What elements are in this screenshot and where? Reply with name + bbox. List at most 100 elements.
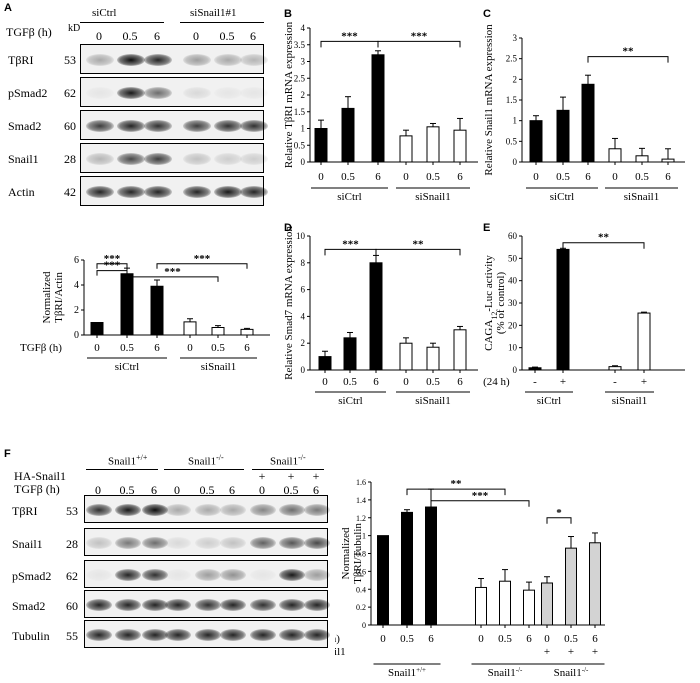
panel-b-letter: B <box>284 8 292 20</box>
time-label: 6 <box>154 29 160 43</box>
group-label-wt: Snail1+/+ <box>108 453 148 468</box>
group-label-text: siCtrl <box>115 361 139 373</box>
y-tick-label: 1.5 <box>506 95 518 105</box>
bar <box>426 346 440 371</box>
x-category-label: 0.5 <box>120 342 134 354</box>
y-label-subscript: 12 <box>490 312 499 320</box>
blot-strip <box>84 495 330 523</box>
significance-label: *** <box>194 253 211 265</box>
y-tick-label: 0 <box>301 365 306 375</box>
band <box>165 599 191 611</box>
significance-label: ** <box>413 238 425 250</box>
group-underline <box>252 469 324 470</box>
group-label: siSnail1 <box>612 395 647 407</box>
bar <box>120 273 134 336</box>
x-category-label: + <box>560 376 566 388</box>
y-tick-label: 50 <box>508 253 518 263</box>
significance-bracket <box>406 488 506 496</box>
time-label: 6 <box>151 483 157 497</box>
group-underline <box>180 22 264 23</box>
time-label: 0 <box>96 29 102 43</box>
band <box>144 186 172 198</box>
x-category-label: 6 <box>457 171 463 183</box>
blot-strip <box>80 143 268 173</box>
band <box>220 629 246 641</box>
ha-plus-mark: + <box>312 469 320 483</box>
bar <box>635 155 649 163</box>
x-category-label: 6 <box>665 171 671 183</box>
band <box>250 629 276 641</box>
x-category-label: 0 <box>380 633 386 645</box>
y-tick-label: 0 <box>301 157 306 167</box>
x-category-label: 0 <box>94 342 100 354</box>
blot-strip <box>84 528 330 556</box>
band <box>304 599 330 611</box>
panel-c-letter: C <box>483 8 491 20</box>
band <box>220 569 246 581</box>
y-tick-label: 2 <box>74 305 79 316</box>
band <box>304 537 330 549</box>
y-tick-label: 20 <box>508 320 518 330</box>
significance-label: ** <box>598 232 610 244</box>
group-label-sup: -/- <box>582 666 589 674</box>
band <box>183 54 211 66</box>
bar <box>453 129 467 163</box>
band <box>165 504 191 516</box>
bar <box>369 262 383 371</box>
significance-label: *** <box>341 30 358 42</box>
group-label-text: Snail1 <box>554 667 582 679</box>
group-label: siSnail1 <box>624 191 659 203</box>
blot-label-tubulin: Tubulin <box>12 629 50 643</box>
y-tick-label: 60 <box>508 231 518 241</box>
treatment-label: TGFβ (h) <box>14 482 60 496</box>
y-tick-label: 6 <box>74 255 79 266</box>
y-tick-label: 1 <box>513 116 518 126</box>
band <box>144 120 172 132</box>
significance-label: *** <box>164 266 181 278</box>
significance-label: *** <box>104 260 121 272</box>
bar <box>541 582 553 626</box>
significance-label: *** <box>104 253 121 265</box>
x-category-label: 6 <box>526 633 532 645</box>
y-axis-label: TβRI/Tubulin <box>352 523 364 584</box>
band <box>86 87 114 99</box>
band <box>117 153 145 165</box>
bar <box>399 342 413 371</box>
y-axis-label: (% of control) <box>495 272 507 335</box>
band <box>250 599 276 611</box>
time-label: 6 <box>313 483 319 497</box>
band <box>115 569 141 581</box>
y-label-part: -Luc activity <box>483 255 495 312</box>
y-tick-label: 40 <box>508 276 518 286</box>
band <box>240 87 268 99</box>
band <box>86 153 114 165</box>
y-tick-label: 2.5 <box>506 54 518 64</box>
blot-label-snail1: Snail1 <box>8 152 39 166</box>
y-axis-label: Normalized <box>340 527 352 579</box>
bar <box>637 312 651 371</box>
band <box>214 186 242 198</box>
x-category-label: 6 <box>154 342 160 354</box>
bar <box>341 107 355 163</box>
band <box>240 186 268 198</box>
band <box>195 504 221 516</box>
blot-strip <box>84 590 330 618</box>
x-category-label: - <box>533 376 537 388</box>
x-category-label: + <box>641 376 647 388</box>
x-category-label: 0.5 <box>426 376 440 388</box>
x-category-label: 0.5 <box>564 633 578 645</box>
bar <box>661 158 675 163</box>
bar <box>556 248 570 371</box>
band <box>195 569 221 581</box>
y-tick-label: 4 <box>301 311 306 321</box>
y-tick-label: 4 <box>301 23 306 33</box>
group-label-text: siCtrl <box>337 191 361 203</box>
group-label-text: siSnail1 <box>201 361 236 373</box>
x-category-label: 0 <box>187 342 193 354</box>
x-category-label: 0.5 <box>498 633 512 645</box>
bar <box>343 337 357 371</box>
significance-bracket <box>377 40 461 48</box>
y-tick-label: 1.5 <box>294 107 306 117</box>
ha-plus-label: + <box>544 646 550 658</box>
